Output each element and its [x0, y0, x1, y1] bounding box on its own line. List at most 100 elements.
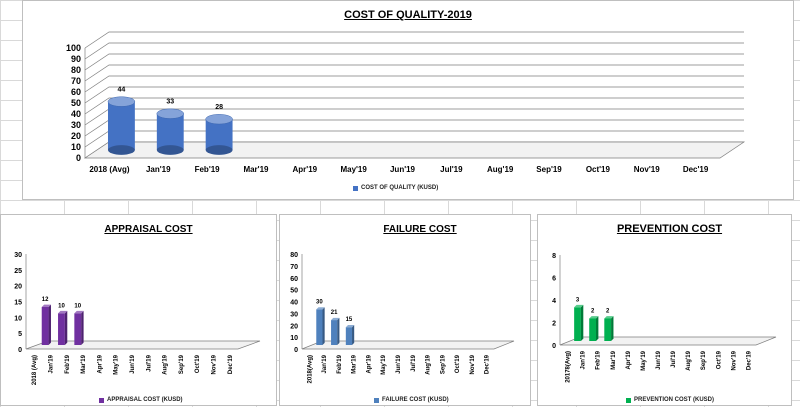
- failure-chart-plot: 0 10 20 30 40 50 60 70 80 30 21 15 2018(Avg) Jan'19 Fe…: [290, 252, 515, 383]
- x-tick-label: Apr'19: [366, 354, 372, 373]
- legend-swatch: [99, 397, 104, 403]
- y-tick-label: 6: [552, 276, 556, 283]
- y-tick-label: 20: [14, 284, 22, 291]
- bar-top: [74, 310, 84, 314]
- cost-of-quality-chart[interactable]: COST OF QUALITY-2019 0 10 20 30 40 50 60 70 80 90…: [22, 0, 794, 200]
- y-tick-label: 25: [14, 268, 22, 275]
- x-tick-label: Dec'19: [228, 354, 234, 374]
- appraisal-cost-chart[interactable]: APPRAISAL COST 0 5 10 15 20 25 30 12 10 10 2018 (A…: [0, 214, 277, 406]
- x-tick-label: May'19: [381, 354, 387, 374]
- gridline: [84, 64, 744, 82]
- floor: [83, 141, 746, 159]
- data-label: 30: [316, 299, 323, 305]
- legend-swatch: [353, 185, 358, 191]
- failure-cost-chart[interactable]: FAILURE COST 0 10 20 30 40 50 60 70 80 30 21 15 2018…: [279, 214, 531, 406]
- bar: [41, 307, 49, 345]
- bar-side: [611, 316, 614, 341]
- x-tick-label: Aug'19: [686, 350, 692, 370]
- y-tick-label: 0: [552, 343, 556, 350]
- y-tick-label: 15: [14, 300, 22, 307]
- bar-top: [107, 96, 136, 107]
- data-label: 15: [346, 317, 353, 323]
- bar-base: [107, 145, 135, 155]
- chart-title: FAILURE COST: [383, 224, 457, 235]
- data-label: 2: [606, 309, 610, 315]
- x-tick-label: Feb'19: [596, 350, 602, 369]
- legend: PREVENTION COST (KUSD): [626, 397, 714, 403]
- gridline: [84, 75, 744, 93]
- bar-top: [41, 304, 51, 307]
- bar-side: [81, 310, 84, 345]
- x-tick-label: Feb'19: [65, 354, 71, 373]
- x-tick-label: Jun'19: [130, 354, 136, 373]
- gridline: [84, 97, 744, 115]
- bar: [331, 320, 338, 345]
- x-tick-label: Aug'19: [487, 165, 514, 174]
- x-tick-label: Apr'19: [626, 350, 632, 369]
- bar-top: [604, 316, 614, 319]
- bar-top: [331, 317, 340, 321]
- y-tick-label: 0: [294, 347, 298, 354]
- x-tick-label: 2018 (Avg): [89, 165, 130, 174]
- bar: [574, 307, 581, 341]
- x-tick-label: Oct'19: [455, 354, 461, 373]
- x-tick-label: Jun'19: [396, 354, 402, 373]
- chart-title: COST OF QUALITY-2019: [344, 9, 472, 21]
- y-tick-label: 20: [290, 323, 298, 330]
- x-tick-label: Dec'19: [683, 165, 709, 174]
- y-tick-label: 60: [290, 276, 298, 283]
- x-tick-label: Jan'19: [322, 354, 328, 373]
- prevention-cost-chart[interactable]: PREVENTION COST 0 2 4 6 8 3 2 2 20178(Avg) Jan'19…: [537, 214, 792, 406]
- x-tick-label: Aug'19: [163, 354, 169, 374]
- y-tick-label: 50: [290, 288, 298, 295]
- x-tick-label: Mar'19: [611, 350, 617, 369]
- x-tick-label: Apr'19: [97, 354, 103, 373]
- y-tick-label: 30: [14, 252, 22, 259]
- appraisal-chart-plot: 0 5 10 15 20 25 30 12 10 10 2018 (Avg) Jan'19 Feb'19…: [14, 252, 261, 385]
- x-tick-label: Jun'19: [656, 350, 662, 369]
- x-tick-label: Oct'19: [716, 350, 722, 369]
- bar-top: [589, 316, 599, 319]
- x-tick-label: Sep'19: [179, 354, 185, 374]
- bar: [74, 313, 82, 345]
- bar: [589, 318, 597, 341]
- x-tick-label: Nov'19: [731, 350, 737, 370]
- y-tick-label: 5: [18, 331, 22, 338]
- x-tick-label: Dec'19: [746, 350, 752, 370]
- bar-top: [156, 108, 184, 119]
- y-tick-label: 0: [76, 153, 81, 163]
- bar-side: [352, 325, 355, 345]
- gridline: [84, 108, 744, 126]
- bar-top: [58, 310, 68, 314]
- bar: [205, 119, 233, 150]
- data-label: 33: [166, 99, 174, 106]
- x-tick-label: Mar'19: [81, 354, 87, 373]
- x-tick-label: Jul'19: [411, 354, 417, 371]
- x-tick-label: Oct'19: [586, 165, 611, 174]
- legend: FAILURE COST (KUSD): [374, 397, 449, 403]
- y-tick-label: 40: [290, 300, 298, 307]
- x-tick-label: May'19: [340, 165, 367, 174]
- x-tick-label: Jul'19: [146, 354, 152, 371]
- y-tick-label: 4: [552, 298, 556, 305]
- bar-side: [322, 307, 325, 345]
- gridline: [84, 42, 744, 60]
- prevention-chart-plot: 0 2 4 6 8 3 2 2 20178(Avg) Jan'19 Feb'19 Mar'19 Apr'…: [552, 253, 777, 383]
- bar-side: [64, 310, 68, 345]
- legend: COST OF QUALITY (KUSD): [353, 185, 438, 191]
- data-label: 2: [591, 309, 595, 315]
- y-tick-label: 20: [71, 131, 81, 141]
- floor: [559, 336, 777, 346]
- y-tick-label: 10: [14, 315, 22, 322]
- x-tick-label: Feb'19: [337, 354, 343, 373]
- data-label: 3: [576, 297, 580, 303]
- y-tick-label: 80: [290, 252, 298, 259]
- y-tick-label: 70: [71, 76, 81, 86]
- y-tick-label: 90: [71, 54, 81, 64]
- data-label: 28: [215, 104, 223, 111]
- x-tick-label: May'19: [114, 354, 120, 374]
- x-tick-label: Oct'19: [195, 354, 201, 373]
- bar-top: [345, 325, 355, 328]
- y-tick-label: 50: [71, 98, 81, 108]
- chart-title: APPRAISAL COST: [104, 224, 193, 235]
